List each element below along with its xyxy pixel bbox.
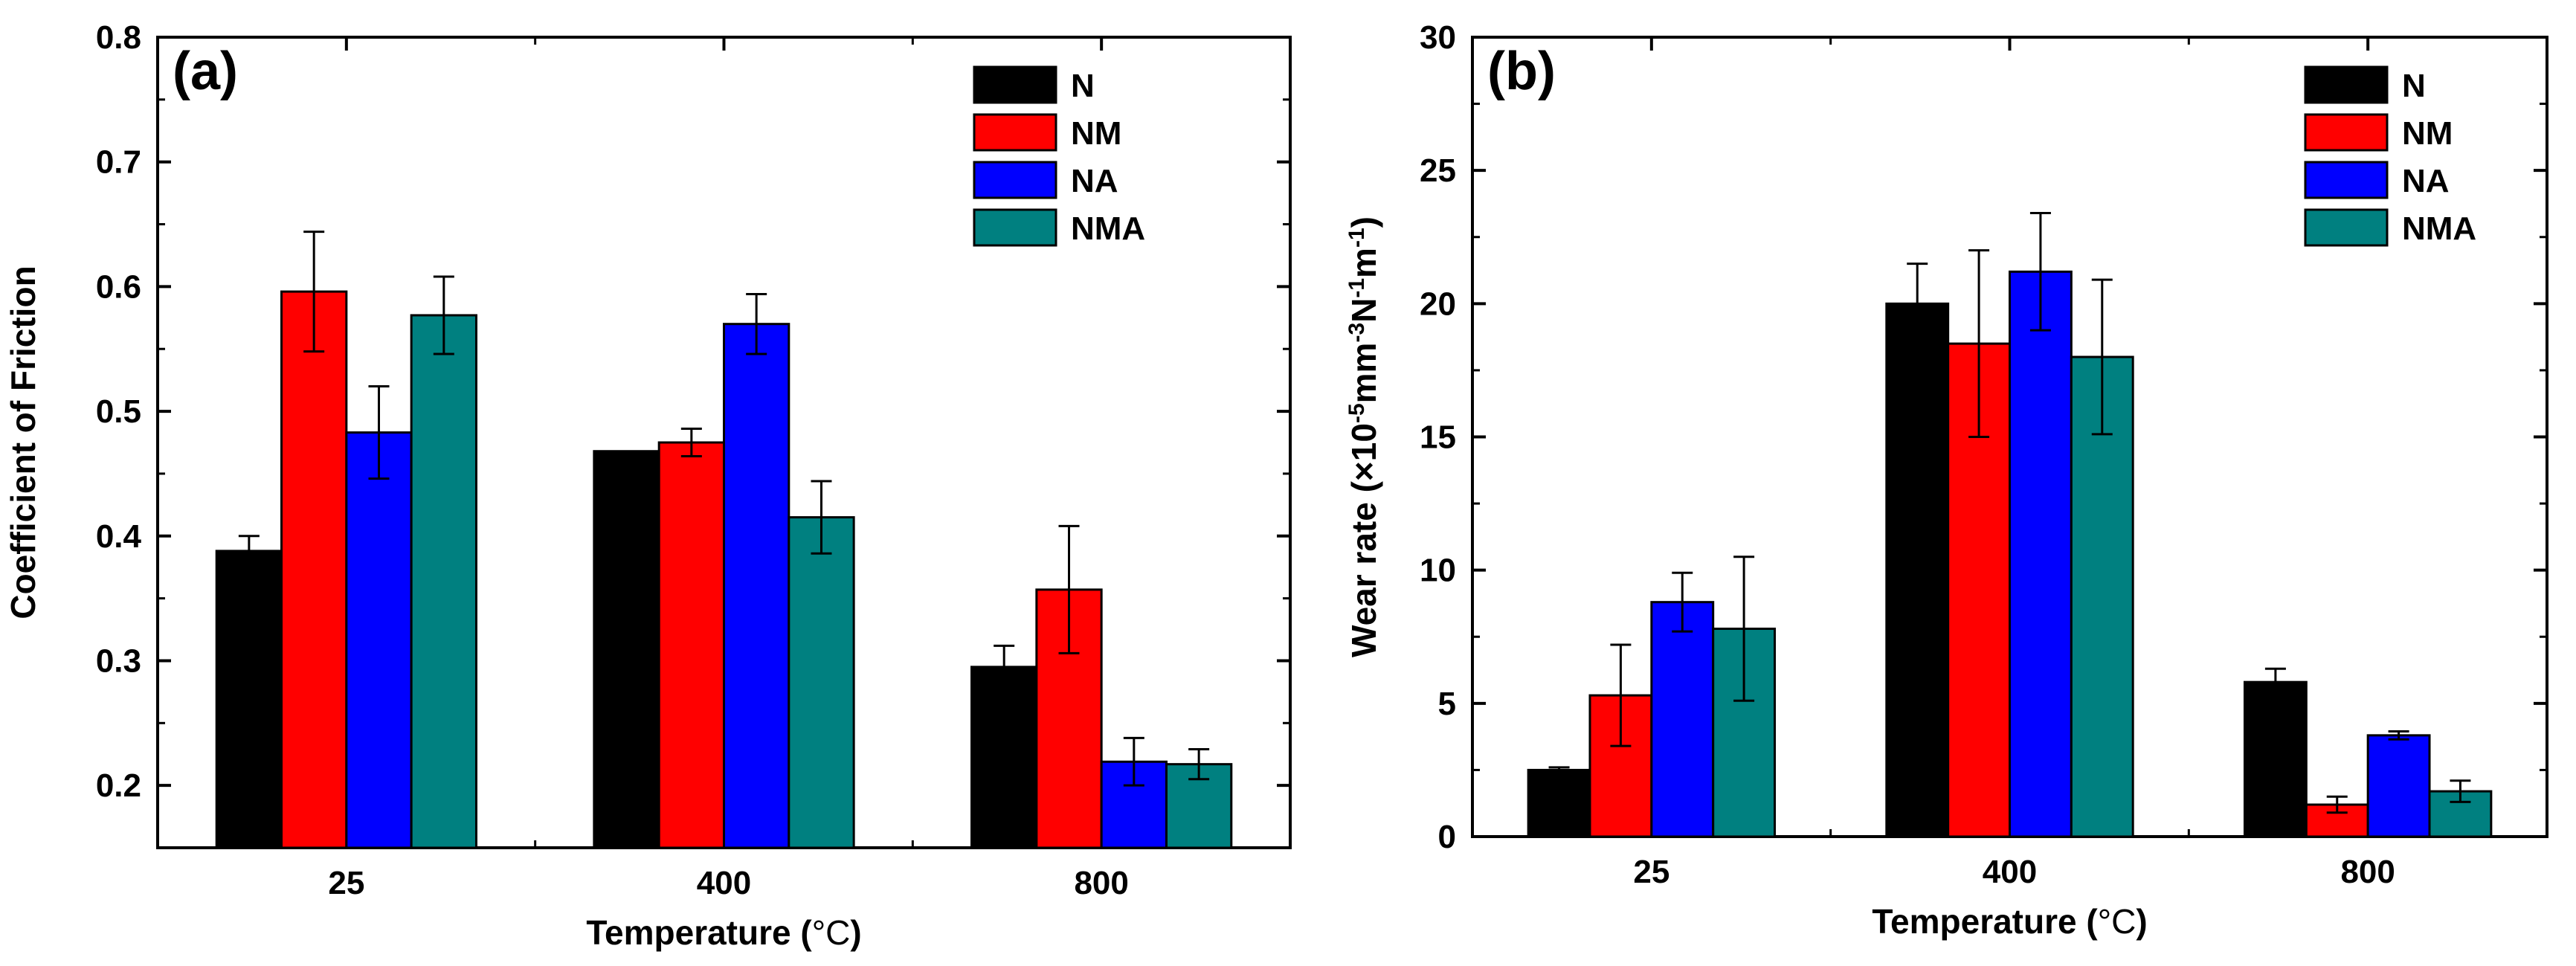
error-bar-na-800 — [1123, 736, 1144, 787]
error-bar-nma-400 — [2091, 278, 2113, 436]
error-bar-nm-800 — [2326, 795, 2348, 814]
legend-swatch-na — [2304, 161, 2389, 199]
legend-swatch-nm — [973, 113, 1057, 152]
bar-nma-400 — [788, 516, 855, 849]
x-tick-label: 400 — [1983, 854, 2037, 890]
legend-label-nma: NMA — [2402, 210, 2476, 247]
error-bar-na-400 — [746, 292, 767, 355]
bar-na-25 — [345, 431, 413, 849]
y-axis-title: Wear rate (×10-5mm-3N-1m-1) — [1345, 216, 1384, 657]
x-tick-label: 800 — [2340, 854, 2395, 890]
error-bar-nma-800 — [1188, 748, 1210, 781]
bar-na-400 — [723, 323, 790, 849]
error-bar-na-25 — [1672, 571, 1693, 633]
bar-n-800 — [970, 666, 1038, 849]
bar-n-800 — [2243, 680, 2308, 838]
y-tick-label: 0.2 — [96, 767, 141, 804]
bar-na-25 — [1650, 601, 1715, 838]
chart-panel-1: 0.2 0.3 0.4 0.5 0.6 0.7 0.8 25 400 800 (a) N NM NA NMA… — [4, 19, 1292, 952]
legend-label-nma: NMA — [1071, 210, 1145, 247]
legend-label-na: NA — [1071, 163, 1118, 199]
x-tick-label: 400 — [697, 865, 751, 901]
error-bar-na-800 — [2388, 730, 2409, 741]
error-bar-n-25 — [1548, 766, 1570, 774]
bar-n-25 — [215, 550, 283, 849]
legend-swatch-n — [973, 65, 1057, 104]
bar-nma-25 — [410, 314, 477, 849]
error-bar-na-25 — [368, 385, 390, 480]
error-bar-nma-25 — [1733, 556, 1755, 702]
y-tick-label: 0 — [1438, 819, 1456, 855]
error-bar-nma-400 — [811, 480, 832, 555]
error-bar-nm-400 — [680, 428, 702, 457]
y-tick-label: 0.3 — [96, 643, 141, 679]
error-bar-n-25 — [238, 535, 260, 567]
y-tick-label: 0.8 — [96, 19, 141, 56]
y-tick-label: 5 — [1438, 686, 1456, 722]
legend-swatch-n — [2304, 65, 2389, 104]
legend: N NM NA NMA — [973, 65, 1145, 247]
bar-na-400 — [2009, 270, 2073, 838]
legend-label-nm: NM — [1071, 115, 1121, 152]
x-tick-label: 800 — [1074, 865, 1128, 901]
bar-nm-400 — [657, 441, 725, 849]
error-bar-nm-800 — [1058, 524, 1080, 654]
x-tick-label: 25 — [1633, 854, 1669, 890]
legend-label-n: N — [2402, 68, 2426, 104]
y-tick-label: 0.6 — [96, 268, 141, 305]
error-bar-nma-800 — [2450, 779, 2471, 803]
legend-label-n: N — [1071, 68, 1095, 104]
y-tick-label: 0.4 — [96, 518, 142, 555]
y-tick-label: 30 — [1420, 19, 1456, 56]
legend-label-na: NA — [2402, 163, 2450, 199]
error-bar-n-400 — [1907, 263, 1928, 345]
bar-na-800 — [2366, 734, 2431, 838]
bar-nm-25 — [280, 290, 348, 849]
x-tick-label: 25 — [328, 865, 364, 901]
error-bar-n-800 — [2264, 667, 2286, 697]
error-bar-nm-25 — [303, 231, 325, 353]
bar-n-25 — [1527, 768, 1591, 838]
legend-swatch-nm — [2304, 113, 2389, 152]
legend-swatch-na — [973, 161, 1057, 199]
y-tick-label: 15 — [1420, 419, 1456, 456]
error-bar-nm-25 — [1610, 643, 1632, 747]
error-bar-na-400 — [2029, 212, 2051, 332]
y-axis-title: Coefficient of Friction — [4, 265, 42, 619]
error-bar-n-800 — [994, 644, 1015, 689]
y-tick-label: 0.7 — [96, 144, 141, 181]
y-tick-label: 20 — [1420, 286, 1456, 322]
error-bar-nma-25 — [433, 275, 454, 355]
chart-panel-2: 0 5 10 15 20 25 30 25 400 800 (b) N NM NA NMA Temperatu… — [1345, 19, 2548, 941]
y-tick-label: 0.5 — [96, 393, 141, 430]
legend-label-nm: NM — [2402, 115, 2453, 152]
bar-n-400 — [593, 450, 660, 849]
bar-n-400 — [1885, 302, 1950, 838]
panel-label: (b) — [1487, 42, 1556, 101]
error-bar-nm-400 — [1968, 249, 1990, 438]
panel-label: (a) — [173, 42, 238, 101]
y-tick-label: 10 — [1420, 553, 1456, 589]
legend: N NM NA NMA — [2304, 65, 2476, 247]
legend-swatch-nma — [2304, 208, 2389, 247]
legend-swatch-nma — [973, 208, 1057, 247]
x-axis-title: Temperature (°C) — [1872, 902, 2147, 941]
y-tick-label: 25 — [1420, 152, 1456, 189]
x-axis-title: Temperature (°C) — [586, 913, 861, 952]
